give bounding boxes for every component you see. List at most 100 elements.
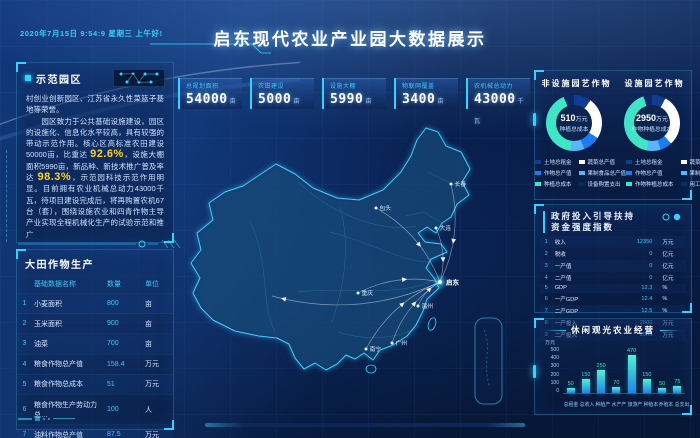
field-crops-table-body: 1 小麦面积 800 亩 2 玉米面积 900 亩 3 油菜 700 亩 4 粮食作物总产值 158.4 万元…	[17, 293, 173, 438]
leisure-chart-title: 休闲观光农业经营	[571, 325, 656, 335]
x-axis-labels: 总租金 总收入 种植产 水产产 旅游产 种植本 养殖本 总支出	[563, 402, 690, 408]
legend-item: 果制食品总产值	[680, 169, 700, 177]
table-row: 2 税收 0 亿元	[544, 250, 674, 258]
donut-legend-nonfacility: 土地总租金 蔬菜总产值 作物总产值 果制食品总产值 种植总成本 设备购置支出	[535, 158, 626, 188]
highlight-value: 92.6%	[90, 148, 124, 161]
panel-leisure-agriculture: 休闲观光农业经营 万元 500 400 300 200 100 0 50 150 250 70 4…	[533, 318, 692, 415]
taiwan-island	[427, 317, 437, 331]
arrow-icon	[401, 277, 408, 283]
paragraph-text: ，设施大棚面积5990亩，新品种、新技术推广普及率达	[26, 150, 164, 183]
donut-chart-facility: 2950万元 作物种植总成本	[624, 95, 680, 151]
stat-box: 总规划面积 54000 亩	[178, 78, 242, 109]
glow-tick-decoration	[533, 113, 536, 126]
panel-demo-park-title: 示范园区	[36, 74, 82, 86]
flight-line	[375, 207, 441, 283]
panel-horticulture: 非设施园艺作物 设施园艺作物 510万元 种植总成本 2950万元 作物种植总成…	[533, 70, 700, 200]
table-row: 7 油料作物总产值 87.5 万元	[17, 424, 173, 438]
city-dot	[356, 291, 360, 295]
glow-tick-decoration	[533, 365, 536, 378]
gov-title-line1: 政府投入引导扶持	[551, 211, 636, 221]
arrow-icon	[411, 301, 417, 307]
hainan-island	[365, 364, 377, 374]
table-row: 6 一产GDP 12.4%	[544, 296, 668, 304]
left-rail-decoration	[6, 150, 7, 242]
hub-label: 启东	[446, 278, 460, 287]
arrow-icon	[415, 241, 421, 247]
flight-line	[271, 281, 441, 306]
stat-box: 物联网覆盖 3400 亩	[394, 78, 458, 109]
flight-line	[357, 278, 441, 294]
bar: 50	[655, 348, 670, 393]
legend-item: 土地总租金	[535, 158, 572, 166]
flight-lines	[271, 183, 457, 350]
china-outline	[190, 127, 471, 371]
table-row: 5 粮食作物总成本 51 万元	[17, 374, 173, 395]
table-row: 1 收入 12350 万元	[539, 236, 687, 248]
city-label: 南宁	[370, 345, 382, 353]
arrow-icon	[451, 238, 457, 244]
table-row: 6 粮食作物生产劳动力总… 100 人	[17, 394, 173, 425]
donut-title-nonfacility: 非设施园艺作物	[541, 79, 612, 88]
city-dot	[390, 341, 394, 345]
city-label: 长春	[455, 180, 467, 188]
donut-chart-nonfacility: 510万元 种植总成本	[546, 95, 602, 151]
legend-item: 果制食品总产值	[578, 169, 626, 177]
bar: 70	[609, 348, 624, 393]
y-axis-ticks: 500 400 300 200 100 0	[550, 347, 559, 394]
legend-item: 作物总产值	[535, 169, 572, 177]
y-axis-unit-label: 万元	[545, 340, 556, 346]
bar: 75	[670, 348, 685, 393]
toggle-decoration-icon	[662, 213, 681, 221]
legend-item: 土地总租金	[626, 158, 674, 166]
panel-field-crops: 大田作物生产 基础数据名称 数量 单位 1 小麦面积 800 亩 2 玉米面积 900 亩 3 油菜 7…	[16, 249, 174, 438]
table-row: 5 GDP 12.3%	[539, 283, 687, 294]
city-label: 温州	[422, 302, 434, 310]
city-label: 包头	[380, 204, 392, 212]
bar: 250	[594, 348, 609, 393]
table-row: 2 玉米面积 900 亩	[17, 314, 173, 334]
bar: 470	[624, 348, 639, 393]
highlight-value: 98.3%	[37, 171, 72, 184]
paragraph-text: ，示范园科技示范作用明显。目前拥有农业机械总动力43000千瓦，待项目建设完成后…	[26, 173, 164, 239]
china-map-area: 长春 包头 大连 重庆 温州 广州 南宁 启东	[180, 112, 530, 430]
city-dot	[416, 304, 420, 308]
title-line-decoration	[545, 329, 566, 331]
stat-box: 农田建设 5000 亩	[250, 78, 314, 109]
legend-item: 种植总成本	[535, 180, 572, 188]
square-bullet-icon	[25, 75, 31, 81]
city-dot	[434, 226, 438, 230]
city-label: 重庆	[362, 289, 374, 297]
title-line-decoration	[660, 329, 682, 331]
panel-demo-park: 示范园区 村创业创新园区、江苏省永久性菜篮子基地等荣誉。 园区致力于公共基础设施…	[16, 62, 174, 243]
corner-decoration	[18, 416, 75, 421]
legend-item: 蔬菜总产值	[680, 158, 700, 166]
legend-item: 作物种植总成本	[626, 180, 674, 188]
donut-title-facility: 设施园艺作物	[624, 79, 685, 88]
stat-box: 农机械总动力 43000 千瓦	[466, 78, 530, 125]
arrow-icon	[440, 257, 446, 263]
bar: 50	[563, 348, 578, 393]
paragraph-text: 园区致力于公共基础设施建设，园区的设施化、信息化水平较高，具有较强的带动示范作用…	[26, 116, 164, 160]
table-row: 1 小麦面积 800 亩	[17, 293, 173, 314]
field-crops-table-header: 基础数据名称 数量 单位	[17, 275, 173, 294]
table-row: 4 粮食作物总产值 158.4 万元	[17, 354, 173, 375]
table-row: 7 二产GDP 12.5%	[539, 305, 687, 318]
bottom-divider-decoration	[205, 423, 525, 427]
legend-item: 设备购置支出	[578, 180, 627, 188]
arrow-icon	[280, 296, 287, 302]
demo-paragraph: 村创业创新园区、江苏省永久性菜篮子基地等荣誉。 园区致力于公共基础设施建设，园区…	[26, 93, 164, 241]
city-dot	[364, 347, 368, 351]
donut-row: 510万元 种植总成本 2950万元 作物种植总成本	[535, 95, 691, 151]
city-dot	[449, 182, 453, 186]
donut-legend-facility: 土地总租金蔬菜总产值作物总产值果制食品总产值作物种植总成本用工总费用	[626, 158, 700, 188]
south-china-sea-inset	[474, 317, 503, 405]
datetime-text: 2020年7月15日 9:54:9 星期三 上午好!	[20, 29, 163, 38]
panel-gov-index: 政府投入引导扶持 资金强度指数 1 收入 12350 万元 2 税收 0 亿元 3 一产值 0 亿元 4…	[534, 204, 692, 341]
hub-dot	[438, 280, 442, 284]
page-title: 启东现代农业产业园大数据展示	[213, 30, 487, 49]
table-row: 4 二产值 0 亿元	[544, 274, 674, 282]
stats-row: 总规划面积 54000 亩农田建设 5000 亩设施大棚 5990 亩物联网覆盖 3400 亩农…	[178, 78, 530, 125]
